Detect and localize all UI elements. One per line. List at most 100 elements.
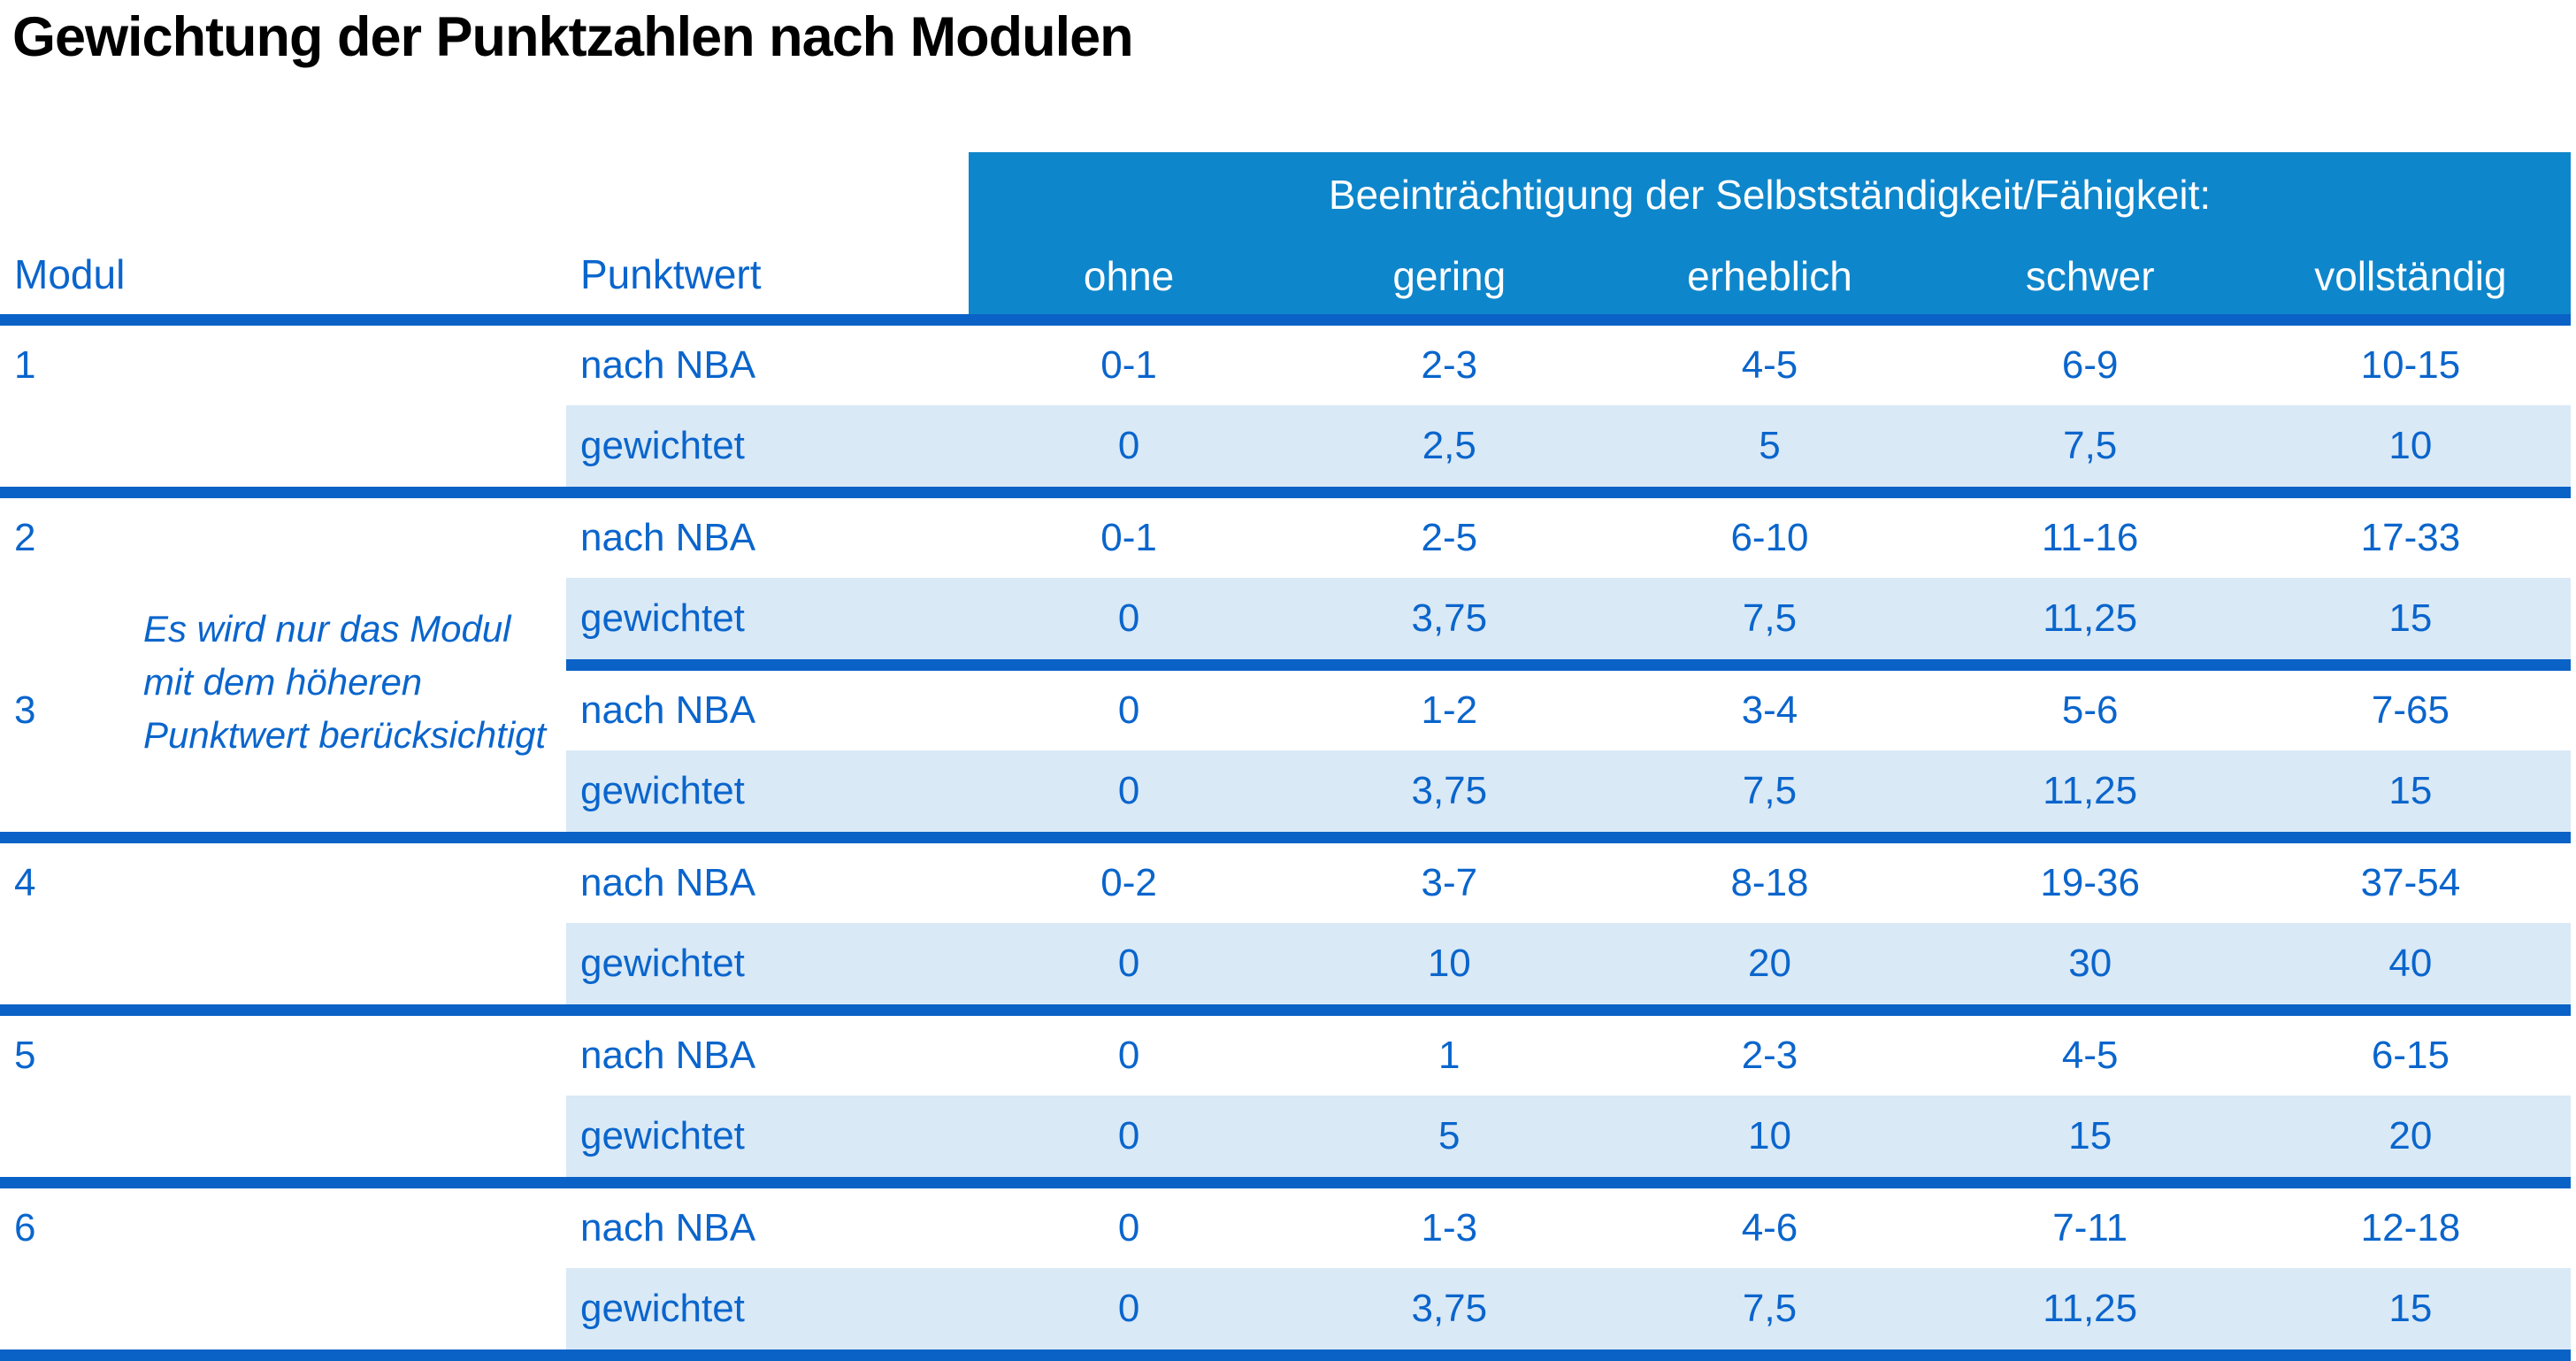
table-row-weighted: gewichtet 0 3,75 7,5 11,25 15 [0, 1268, 2571, 1349]
column-header-ohne: ohne [1083, 252, 1175, 299]
table-cell: 0 [1117, 1206, 1140, 1250]
row-label: nach NBA [580, 861, 756, 904]
table-row-weighted: gewichtet 0 10 20 30 40 [0, 923, 2571, 1004]
table-cell: 15 [2068, 1114, 2112, 1157]
table-cell: 1 [1438, 1034, 1460, 1077]
table-cell: 7,5 [1742, 1287, 1798, 1330]
table-row-nba: 5 nach NBA 0 1 2-3 4-5 6-15 [0, 1016, 2571, 1096]
column-header-gering: gering [1392, 252, 1506, 299]
section-divider [0, 487, 2571, 498]
table-cell: 5-6 [2061, 688, 2119, 732]
table-cell: 3,75 [1411, 1287, 1488, 1330]
page-title: Gewichtung der Punktzahlen nach Modulen [12, 6, 1134, 68]
table-header-left: Modul Punktwert [0, 152, 969, 314]
table-row-nba: 1 nach NBA 0-1 2-3 4-5 6-9 10-15 [0, 326, 2571, 405]
module-section-2-3: 2 nach NBA 0-1 2-5 6-10 11-16 17-33 gewi… [0, 498, 2571, 832]
table-header: Modul Punktwert Beeinträchtigung der Sel… [0, 152, 2571, 314]
table-row-weighted: gewichtet 0 3,75 7,5 11,25 15 [0, 578, 2571, 659]
table-cell: 2,5 [1422, 424, 1476, 467]
table-cell: 3-7 [1421, 861, 1478, 904]
row-label: gewichtet [580, 769, 745, 812]
row-label: nach NBA [580, 343, 756, 387]
module-number: 1 [14, 343, 36, 387]
table-row-weighted: gewichtet 0 2,5 5 7,5 10 [0, 405, 2571, 487]
table-cell: 1-3 [1421, 1206, 1478, 1250]
table-cell: 0-2 [1100, 861, 1157, 904]
table-cell: 7,5 [2063, 424, 2118, 467]
table-cell: 7-65 [2371, 688, 2450, 732]
row-label: gewichtet [580, 424, 745, 467]
level-header-row: ohne gering erheblich schwer vollständig [969, 237, 2571, 314]
table-row-nba: 2 nach NBA 0-1 2-5 6-10 11-16 17-33 [0, 498, 2571, 578]
table-cell: 6-9 [2061, 343, 2119, 387]
table-cell: 17-33 [2360, 516, 2461, 559]
table-cell: 19-36 [2040, 861, 2140, 904]
table-cell: 5 [1438, 1114, 1460, 1157]
note-line: Es wird nur das Modul [143, 608, 511, 650]
module-section-5: 5 nach NBA 0 1 2-3 4-5 6-15 gewichtet 0 … [0, 1016, 2571, 1177]
module-section-3: 3 nach NBA 0 1-2 3-4 5-6 7-65 gewichtet … [0, 671, 2571, 832]
table-cell: 8-18 [1730, 861, 1809, 904]
group-header-label: Beeinträchtigung der Selbstständigkeit/F… [1328, 172, 2212, 218]
table-row-nba: 4 nach NBA 0-2 3-7 8-18 19-36 37-54 [0, 843, 2571, 923]
table-cell: 3-4 [1741, 688, 1798, 732]
row-label: gewichtet [580, 1287, 745, 1330]
note-line: mit dem höheren [143, 661, 423, 703]
row-label: gewichtet [580, 596, 745, 640]
table-cell: 0 [1117, 1287, 1140, 1330]
table-cell: 15 [2388, 769, 2433, 812]
table-cell: 6-15 [2371, 1034, 2450, 1077]
table-cell: 30 [2068, 942, 2112, 985]
table-cell: 5 [1759, 424, 1781, 467]
table-cell: 20 [2388, 1114, 2433, 1157]
module-section-6: 6 nach NBA 0 1-3 4-6 7-11 12-18 gewichte… [0, 1188, 2571, 1349]
table-cell: 3,75 [1411, 769, 1488, 812]
weighting-table: Modul Punktwert Beeinträchtigung der Sel… [0, 152, 2571, 1361]
note-line: Punktwert berücksichtigt [143, 714, 547, 756]
table-cell: 15 [2388, 1287, 2433, 1330]
table-cell: 0 [1117, 424, 1140, 467]
module-section-4: 4 nach NBA 0-2 3-7 8-18 19-36 37-54 gewi… [0, 843, 2571, 1004]
header-divider [0, 314, 2571, 326]
table-cell: 11,25 [2043, 596, 2138, 640]
table-row-nba: 3 nach NBA 0 1-2 3-4 5-6 7-65 [0, 671, 2571, 750]
table-row-weighted: gewichtet 0 5 10 15 20 [0, 1096, 2571, 1177]
row-label: nach NBA [580, 1034, 756, 1077]
table-cell: 0 [1117, 942, 1140, 985]
table-row-nba: 6 nach NBA 0 1-3 4-6 7-11 12-18 [0, 1188, 2571, 1268]
section-divider [0, 832, 2571, 843]
column-header-schwer: schwer [2025, 252, 2155, 299]
table-cell: 15 [2388, 596, 2433, 640]
module-number: 2 [14, 516, 36, 559]
table-cell: 0-1 [1100, 343, 1157, 387]
column-header-vollstaendig: vollständig [2314, 252, 2507, 299]
column-header-modul: Modul [14, 251, 126, 297]
table-cell: 11-16 [2042, 516, 2139, 559]
table-cell: 7,5 [1742, 596, 1798, 640]
table-cell: 3,75 [1411, 596, 1488, 640]
table-cell: 40 [2388, 942, 2433, 985]
partial-section-divider [566, 659, 2571, 671]
table-cell: 10-15 [2360, 343, 2461, 387]
module-number: 5 [14, 1034, 36, 1077]
table-cell: 2-3 [1421, 343, 1478, 387]
table-cell: 0 [1117, 1114, 1140, 1157]
table-cell: 10 [2388, 424, 2433, 467]
merged-module-note: Es wird nur das Modul mit dem höheren Pu… [143, 603, 603, 762]
row-label: gewichtet [580, 1114, 745, 1157]
column-header-erheblich: erheblich [1687, 252, 1852, 299]
table-cell: 10 [1427, 942, 1471, 985]
table-cell: 7,5 [1742, 769, 1798, 812]
module-section-1: 1 nach NBA 0-1 2-3 4-5 6-9 10-15 gewicht… [0, 326, 2571, 487]
module-number: 4 [14, 861, 36, 904]
row-label: nach NBA [580, 688, 756, 732]
table-cell: 4-5 [1741, 343, 1798, 387]
table-cell: 2-5 [1421, 516, 1478, 559]
section-divider [0, 1177, 2571, 1188]
table-cell: 0 [1117, 769, 1140, 812]
row-label: nach NBA [580, 1206, 756, 1250]
table-cell: 11,25 [2043, 1287, 2138, 1330]
row-label: gewichtet [580, 942, 745, 985]
row-label: nach NBA [580, 516, 756, 559]
